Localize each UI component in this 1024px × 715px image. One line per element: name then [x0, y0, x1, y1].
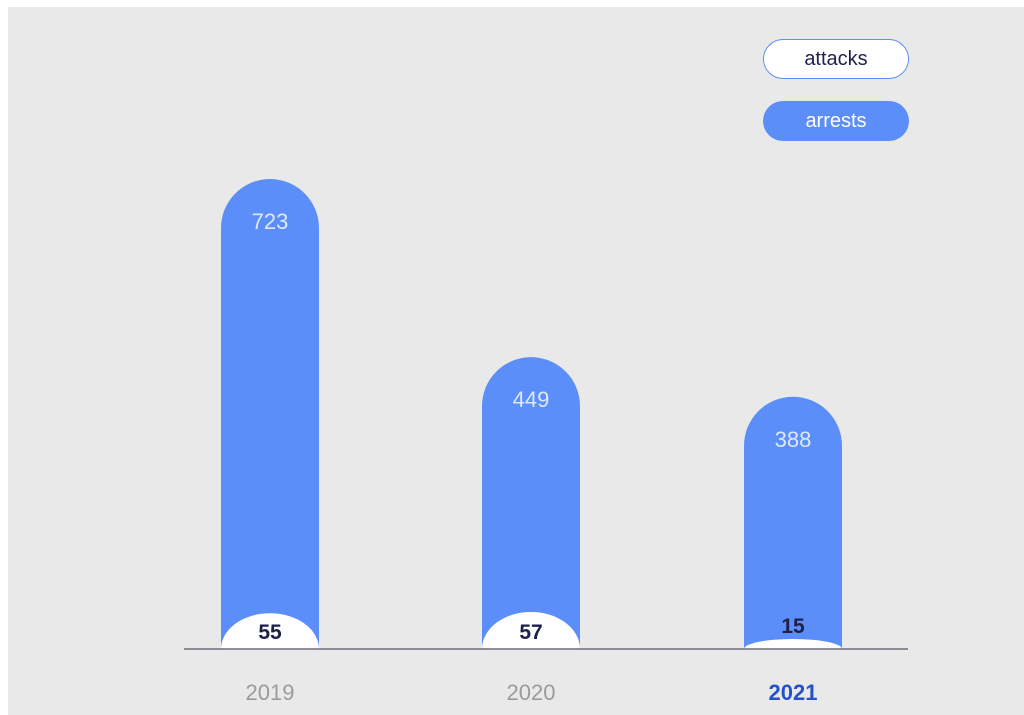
attacks-bar-2020 [482, 611, 580, 649]
attacks-bar-2019 [221, 613, 319, 649]
arrests-value-label: 449 [513, 387, 550, 412]
arrests-value-label: 723 [252, 209, 289, 234]
arrests-bar-2019 [221, 179, 319, 650]
attacks-bar-2021 [744, 639, 842, 649]
arrests-bar-2020 [482, 357, 580, 649]
legend-item-attacks: attacks [763, 39, 909, 79]
arrests-value-label: 388 [775, 427, 812, 452]
attacks-value-label: 55 [258, 621, 282, 644]
x-tick-label: 2021 [769, 680, 818, 705]
attacks-value-label: 15 [781, 615, 805, 638]
arrests-bar-2021 [744, 396, 842, 649]
attacks-value-label: 57 [519, 621, 542, 644]
x-tick-label: 2020 [507, 680, 556, 705]
legend-label-arrests: arrests [805, 109, 867, 132]
legend-label-attacks: attacks [804, 47, 868, 70]
legend-item-arrests: arrests [763, 101, 909, 141]
x-tick-label: 2019 [246, 680, 295, 705]
